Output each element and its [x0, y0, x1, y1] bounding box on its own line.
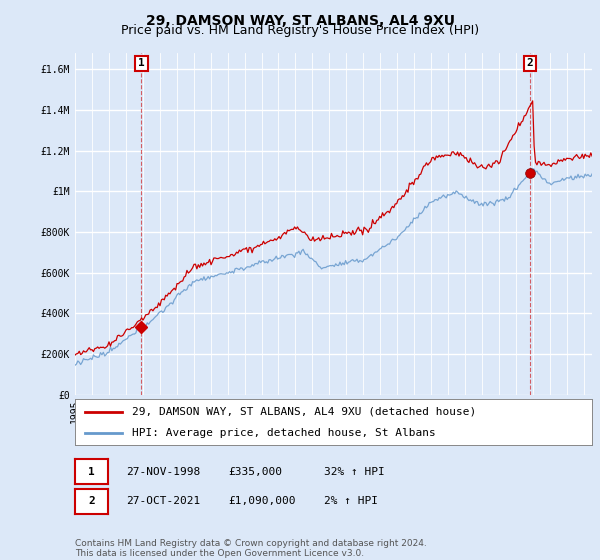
Text: HPI: Average price, detached house, St Albans: HPI: Average price, detached house, St A… [132, 428, 436, 438]
Text: Contains HM Land Registry data © Crown copyright and database right 2024.
This d: Contains HM Land Registry data © Crown c… [75, 539, 427, 558]
Text: 1: 1 [88, 467, 95, 477]
Text: 32% ↑ HPI: 32% ↑ HPI [324, 467, 385, 477]
Text: Price paid vs. HM Land Registry's House Price Index (HPI): Price paid vs. HM Land Registry's House … [121, 24, 479, 37]
Text: 29, DAMSON WAY, ST ALBANS, AL4 9XU: 29, DAMSON WAY, ST ALBANS, AL4 9XU [146, 14, 455, 28]
Text: 29, DAMSON WAY, ST ALBANS, AL4 9XU (detached house): 29, DAMSON WAY, ST ALBANS, AL4 9XU (deta… [132, 407, 476, 417]
Text: £1,090,000: £1,090,000 [228, 497, 296, 506]
Text: 27-NOV-1998: 27-NOV-1998 [126, 467, 200, 477]
Text: 1: 1 [138, 58, 145, 68]
Text: 2% ↑ HPI: 2% ↑ HPI [324, 497, 378, 506]
Text: 27-OCT-2021: 27-OCT-2021 [126, 497, 200, 506]
Text: £335,000: £335,000 [228, 467, 282, 477]
Text: 2: 2 [88, 497, 95, 506]
Text: 2: 2 [527, 58, 533, 68]
